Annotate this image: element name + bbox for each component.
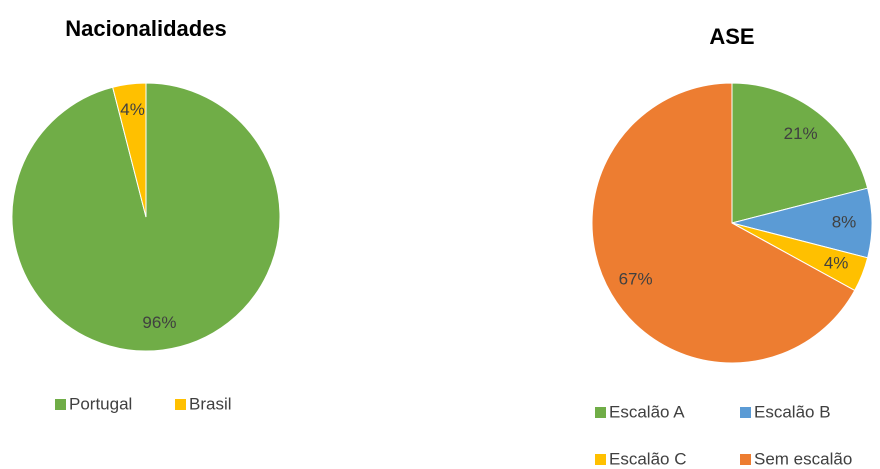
data-label: 8%: [832, 212, 857, 231]
data-label: 67%: [619, 269, 653, 288]
legend-label: Portugal: [69, 394, 132, 413]
pie-slice: [112, 82, 147, 218]
legend-label: Brasil: [189, 394, 232, 413]
chart-title: ASE: [709, 24, 754, 49]
pie-slice: [731, 82, 869, 224]
data-label: 96%: [142, 313, 176, 332]
data-label: 4%: [824, 254, 849, 273]
legend-swatch: [740, 407, 751, 418]
data-label: 21%: [784, 124, 818, 143]
pie-slice: [591, 82, 856, 364]
chart-title: Nacionalidades: [65, 16, 226, 41]
legend-label: Escalão B: [754, 402, 831, 421]
legend-swatch: [740, 454, 751, 465]
data-label: 4%: [120, 100, 145, 119]
legend-swatch: [175, 399, 186, 410]
legend-label: Escalão A: [609, 402, 685, 421]
legend-label: Escalão C: [609, 449, 686, 468]
legend-label: Sem escalão: [754, 449, 852, 468]
legend-swatch: [595, 454, 606, 465]
legend-swatch: [55, 399, 66, 410]
legend-swatch: [595, 407, 606, 418]
